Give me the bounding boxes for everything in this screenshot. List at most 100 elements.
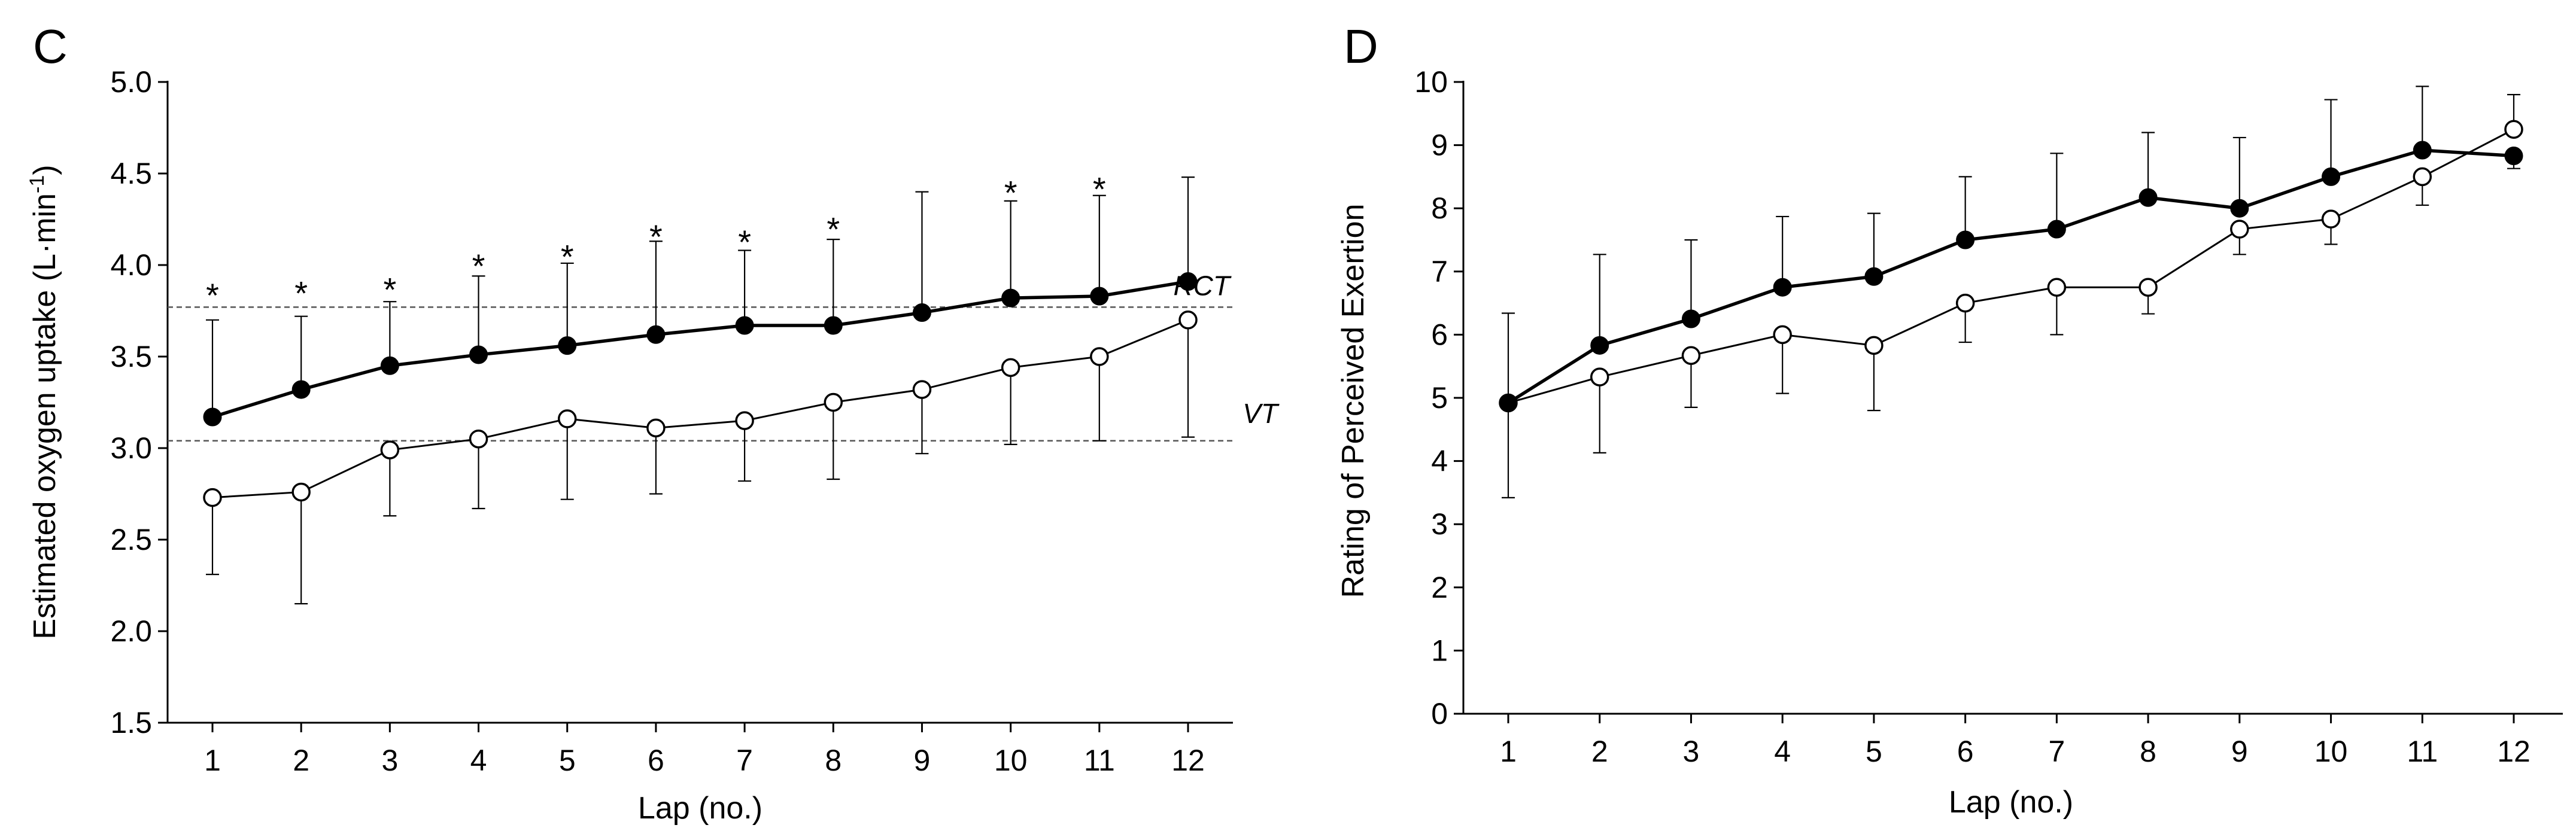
x-tick-label: 12 — [2497, 735, 2531, 768]
x-tick-label: 1 — [1500, 735, 1517, 768]
open-data-point — [1590, 367, 1609, 386]
open-data-point — [380, 440, 400, 459]
significance-asterisk: * — [738, 223, 751, 261]
panel-c-reference-lines: RCT VT — [168, 270, 1280, 442]
y-tick-label: 2.5 — [110, 523, 152, 556]
x-tick-label: 6 — [648, 744, 664, 777]
open-data-point — [2047, 278, 2067, 297]
open-data-point — [1773, 325, 1792, 345]
y-tick-label: 9 — [1431, 129, 1448, 162]
filled-data-point — [735, 316, 754, 335]
open-series-line — [1508, 128, 2514, 404]
significance-asterisk: * — [206, 276, 219, 314]
panel-d-x-axis-label: Lap (no.) — [1949, 785, 2073, 820]
x-tick-label: 3 — [381, 744, 398, 777]
filled-data-point — [1590, 336, 1609, 355]
panel-c-data-points — [203, 272, 1198, 507]
x-tick-label: 11 — [2407, 735, 2438, 768]
panel-d-error-bars — [1502, 86, 2520, 498]
x-tick-label: 4 — [470, 744, 487, 777]
y-tick-label: 3 — [1431, 507, 1448, 541]
x-tick-label: 10 — [994, 744, 1028, 777]
x-tick-label: 6 — [1957, 735, 1974, 768]
filled-data-point — [1178, 272, 1198, 291]
x-tick-label: 4 — [1774, 735, 1791, 768]
significance-asterisk: * — [827, 211, 840, 248]
panel-c-y-axis-label: Estimated oxygen uptake (L·min-1) — [26, 165, 62, 639]
significance-asterisk: * — [561, 238, 574, 276]
x-tick-label: 9 — [914, 744, 931, 777]
filled-data-point — [2047, 220, 2066, 239]
panel-c-y-ticks: 1.5 2.0 2.5 3.0 3.5 4.0 4.5 5.0 — [110, 65, 168, 739]
x-tick-label: 8 — [825, 744, 842, 777]
filled-data-point — [1001, 288, 1020, 308]
open-data-point — [557, 409, 577, 428]
filled-data-point — [2138, 188, 2158, 207]
significance-asterisk: * — [1093, 170, 1106, 208]
filled-data-point — [203, 407, 222, 427]
panel-c-significance-markers: * * * * * * * * * * — [206, 170, 1106, 313]
y-tick-label: 1 — [1431, 634, 1448, 667]
filled-data-point — [1864, 267, 1884, 286]
y-tick-label: 5.0 — [110, 65, 152, 99]
open-data-point — [824, 392, 843, 412]
filled-data-point — [2504, 147, 2523, 166]
filled-data-point — [646, 325, 666, 344]
panel-d-y-axis-label: Rating of Perceived Exertion — [1336, 203, 1371, 598]
filled-data-point — [291, 380, 311, 399]
panel-d-y-ticks: 0 1 2 3 4 5 6 7 8 9 10 — [1414, 65, 1463, 730]
y-tick-label: 4.5 — [110, 157, 152, 190]
y-tick-label: 5 — [1431, 381, 1448, 415]
filled-data-point — [2413, 141, 2432, 160]
significance-asterisk: * — [649, 218, 663, 255]
x-tick-label: 8 — [2140, 735, 2156, 768]
open-data-point — [2230, 220, 2249, 239]
x-tick-label: 3 — [1683, 735, 1700, 768]
open-data-point — [1681, 346, 1701, 365]
open-data-point — [1864, 336, 1884, 355]
significance-asterisk: * — [294, 275, 308, 312]
filled-data-point — [1090, 287, 1109, 306]
open-data-point — [2504, 120, 2523, 139]
panel-c-x-ticks: 1 2 3 4 5 6 7 8 9 10 11 12 — [204, 723, 1205, 777]
filled-data-point — [824, 316, 843, 335]
panel-d-series-lines — [1507, 128, 2514, 404]
x-tick-label: 11 — [1084, 744, 1115, 777]
significance-asterisk: * — [472, 247, 485, 285]
filled-data-point — [1499, 393, 1518, 412]
filled-data-point — [469, 345, 488, 364]
x-tick-label: 7 — [736, 744, 753, 777]
filled-data-point — [558, 336, 577, 355]
panel-c-letter: C — [33, 20, 68, 73]
open-data-point — [1178, 311, 1198, 330]
y-tick-label: 2 — [1431, 571, 1448, 604]
y-tick-label: 7 — [1431, 255, 1448, 288]
open-series-line — [212, 319, 1189, 499]
x-tick-label: 10 — [2314, 735, 2348, 768]
filled-data-point — [380, 356, 399, 375]
filled-data-point — [1773, 278, 1792, 297]
y-tick-label: 3.0 — [110, 431, 152, 465]
x-tick-label: 2 — [1591, 735, 1608, 768]
panel-c-error-bars — [206, 176, 1195, 605]
y-tick-label: 10 — [1414, 65, 1448, 99]
filled-data-point — [912, 303, 931, 322]
filled-data-point — [2230, 199, 2249, 218]
y-tick-label: 4.0 — [110, 248, 152, 282]
panel-c-x-axis-label: Lap (no.) — [638, 791, 763, 826]
open-data-point — [2413, 167, 2432, 187]
open-data-point — [912, 380, 932, 399]
y-tick-label: 0 — [1431, 697, 1448, 730]
open-data-point — [291, 482, 311, 502]
panel-c-series-lines — [212, 279, 1189, 499]
y-tick-label: 3.5 — [110, 340, 152, 373]
open-data-point — [2138, 278, 2158, 297]
x-tick-label: 5 — [559, 744, 576, 777]
open-data-point — [646, 418, 666, 438]
x-tick-label: 12 — [1171, 744, 1205, 777]
y-tick-label: 8 — [1431, 191, 1448, 225]
x-tick-label: 1 — [204, 744, 221, 777]
filled-data-point — [1681, 309, 1700, 328]
